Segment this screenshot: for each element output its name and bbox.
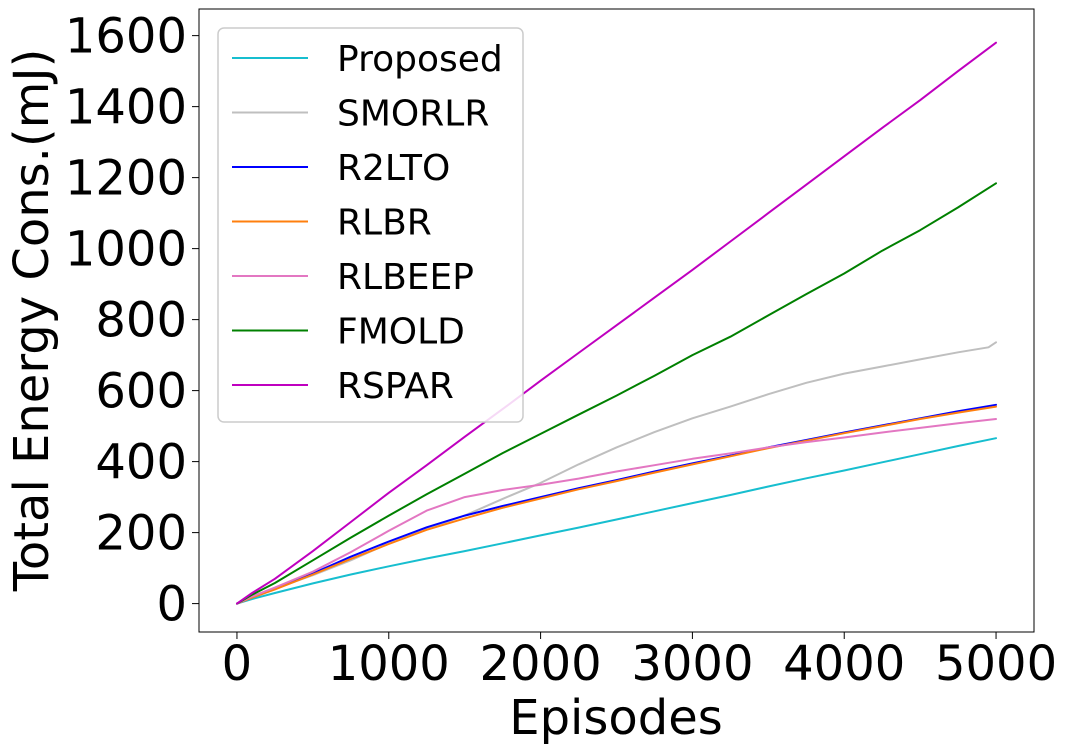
- series-layer: [236, 41, 997, 605]
- x-tick-label: 4000: [783, 636, 905, 692]
- y-axis-ticks: 0 200 400 600 800 1000 1200 1400 1600: [65, 9, 199, 633]
- legend-box: [217, 27, 524, 423]
- legend: Proposed SMORLR R2LTO RLBR RLBEEP FMOLD RSPAR: [217, 27, 524, 423]
- y-tick-label: 1400: [65, 80, 187, 136]
- x-axis-label: Episodes: [509, 690, 723, 746]
- x-tick-label: 3000: [631, 636, 753, 692]
- x-axis-ticks: 0 1000 2000 3000 4000 5000: [222, 632, 1057, 692]
- legend-label-rlbeep: RLBEEP: [337, 257, 474, 298]
- y-tick-label: 600: [95, 364, 187, 420]
- y-tick-label: 1200: [65, 151, 187, 207]
- legend-label-rspar: RSPAR: [337, 366, 454, 407]
- x-tick-label: 0: [222, 636, 253, 692]
- x-tick-label: 5000: [935, 636, 1057, 692]
- legend-label-fmold: FMOLD: [337, 312, 465, 353]
- series-line-smorlr: [236, 341, 997, 605]
- y-tick-label: 400: [95, 435, 187, 491]
- plot-area-frame: [198, 8, 1035, 633]
- x-tick-label: 2000: [480, 636, 602, 692]
- x-tick-label: 1000: [328, 636, 450, 692]
- series-line-rspar: [236, 41, 997, 605]
- series-line-rlbr: [236, 405, 997, 605]
- legend-label-smorlr: SMORLR: [337, 94, 489, 135]
- series-line-fmold: [236, 182, 997, 605]
- legend-label-proposed: Proposed: [337, 39, 503, 80]
- y-tick-label: 1000: [65, 222, 187, 278]
- series-line-proposed: [236, 437, 997, 605]
- y-axis-label: Total Energy Cons.(mJ): [4, 49, 60, 593]
- series-line-rlbeep: [236, 418, 997, 605]
- y-tick-label: 200: [95, 506, 187, 562]
- y-tick-label: 1600: [65, 9, 187, 65]
- y-tick-label: 800: [95, 293, 187, 349]
- legend-label-r2lto: R2LTO: [337, 148, 450, 189]
- legend-items: Proposed SMORLR R2LTO RLBR RLBEEP FMOLD RSPAR: [232, 39, 503, 407]
- legend-label-rlbr: RLBR: [337, 203, 432, 244]
- y-tick-label: 0: [156, 577, 187, 633]
